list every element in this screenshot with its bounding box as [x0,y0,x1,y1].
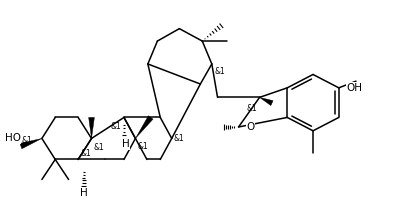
Text: &1: &1 [80,149,91,158]
Text: &1: &1 [247,104,257,113]
Polygon shape [260,97,273,106]
Text: O: O [246,122,255,132]
Polygon shape [89,118,94,138]
Text: &1: &1 [138,142,149,151]
Text: &1: &1 [21,136,32,145]
Polygon shape [136,116,153,138]
Text: &1: &1 [214,67,225,76]
Text: &1: &1 [111,122,122,131]
Text: OH: OH [347,83,362,93]
Text: &1: &1 [94,143,104,153]
Text: H: H [122,139,130,149]
Text: HO: HO [5,133,21,143]
Text: &1: &1 [174,134,185,143]
Text: H: H [80,188,88,198]
Polygon shape [20,138,42,149]
